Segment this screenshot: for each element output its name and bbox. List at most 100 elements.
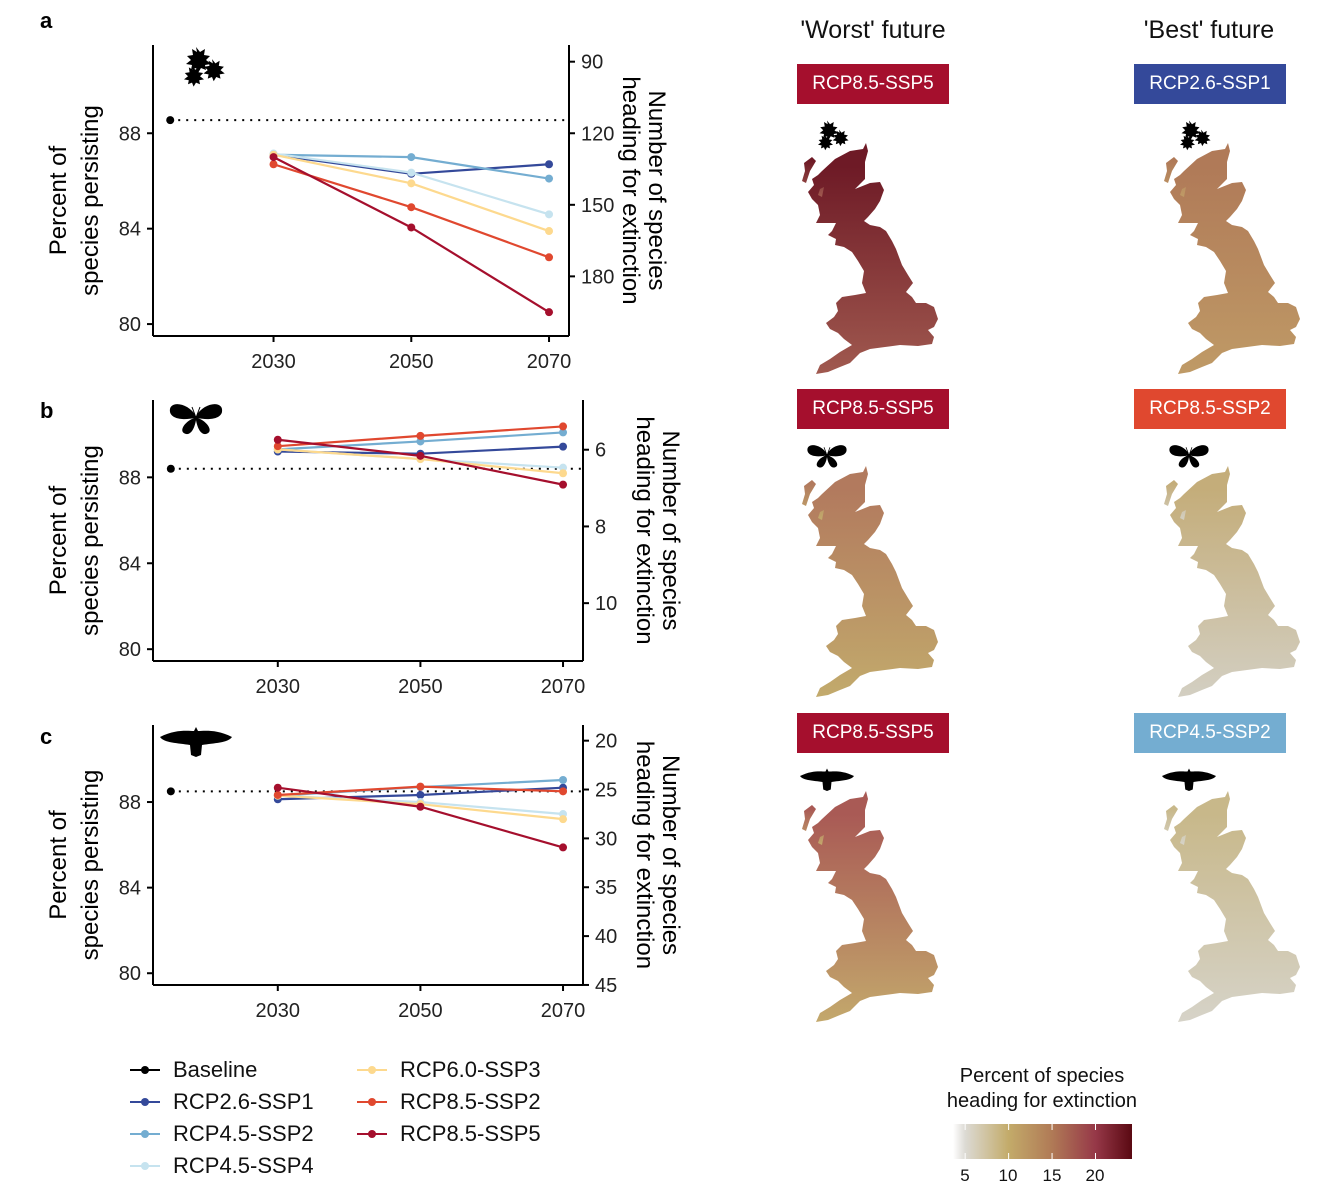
y-axis-title: Percent of: [45, 485, 72, 595]
panel-label: b: [40, 398, 53, 423]
great-britain-map: [1170, 143, 1300, 374]
legend-label: RCP4.5-SSP4: [173, 1153, 314, 1178]
bird-icon: [1162, 768, 1216, 791]
baseline-point: [166, 787, 175, 796]
data-point: [559, 775, 568, 784]
colorbar-title: Percent of species heading for extinctio…: [920, 1064, 1164, 1114]
worst-scenario-badge-c: RCP8.5-SSP5: [797, 713, 949, 753]
x-tick-label: 2070: [527, 351, 572, 373]
y-axis-title: Percent of: [45, 810, 72, 920]
data-point: [545, 160, 554, 169]
data-point: [273, 783, 282, 792]
legend-key: [130, 1088, 160, 1116]
great-britain-map: [1170, 466, 1300, 697]
y-tick-label: 84: [119, 219, 141, 241]
islands-map: [802, 480, 824, 520]
data-point: [545, 174, 554, 183]
series-rcp8-5-ssp2: [273, 782, 568, 799]
x-tick-label: 2050: [398, 1000, 443, 1022]
best-scenario-badge-c: RCP4.5-SSP2: [1134, 713, 1286, 753]
x-tick-label: 2050: [389, 351, 434, 373]
islands-map: [1164, 805, 1186, 845]
data-point: [416, 437, 425, 446]
legend-label: RCP8.5-SSP5: [400, 1121, 541, 1146]
uk-map-a-worst: [802, 120, 938, 374]
uk-map-b-worst: [802, 445, 938, 697]
great-britain-map: [808, 791, 938, 1022]
y-axis-title: species persisting: [77, 445, 104, 636]
legend-key: [130, 1120, 160, 1148]
data-point: [416, 802, 425, 811]
series-rcp8-5-ssp2: [273, 422, 568, 451]
bird-shape: [1162, 768, 1216, 791]
y-right-tick-label: 8: [595, 516, 606, 538]
worst-future-title: 'Worst' future: [800, 16, 946, 44]
uk-map-b-best: [1164, 445, 1300, 697]
uk-map-a-best: [1164, 120, 1300, 374]
data-point: [545, 210, 554, 219]
legend-item-baseline: Baseline: [130, 1056, 257, 1084]
best-scenario-badge-b: RCP8.5-SSP2: [1134, 389, 1286, 429]
islands-map: [802, 157, 824, 197]
data-point: [416, 782, 425, 791]
worst-scenario-badge-a: RCP8.5-SSP5: [797, 64, 949, 104]
legend-label: RCP8.5-SSP2: [400, 1089, 541, 1114]
great-britain-map: [808, 143, 938, 374]
y-tick-label: 84: [119, 553, 141, 575]
data-point: [559, 428, 568, 437]
data-point: [407, 168, 416, 177]
colorbar-tick-label: 5: [960, 1166, 970, 1185]
panel-c: c 80 84 88 20 25 30 35 40 45 2030 2050 2070 Percent o…: [40, 724, 684, 1022]
data-point: [559, 843, 568, 852]
data-point: [559, 787, 568, 796]
leaf-shape: [818, 134, 833, 151]
data-point: [407, 179, 416, 188]
butterfly-antennae: [823, 447, 831, 454]
legend-item-rcp85-ssp2: RCP8.5-SSP2: [357, 1088, 541, 1116]
islands-map: [802, 805, 824, 845]
legend-label: RCP2.6-SSP1: [173, 1089, 314, 1114]
y-right-axis-title: Number of species: [643, 90, 670, 290]
y-right-tick-label: 30: [595, 828, 617, 850]
y-axis-title: species persisting: [77, 770, 104, 961]
legend-item-rcp26-ssp1: RCP2.6-SSP1: [130, 1088, 314, 1116]
colorbar-title-line: Percent of species: [959, 1065, 1125, 1087]
baseline-point: [166, 116, 175, 125]
data-point: [273, 442, 282, 451]
series-rcp8-5-ssp2: [269, 160, 554, 262]
leaf-shape: [832, 129, 849, 147]
series-rcp8-5-ssp5: [269, 153, 554, 317]
colorbar-tick-label: 10: [998, 1166, 1018, 1185]
y-tick-label: 80: [119, 639, 141, 661]
y-right-tick-label: 35: [595, 877, 617, 899]
legend-label: RCP6.0-SSP3: [400, 1057, 541, 1082]
y-right-axis-title: heading for extinction: [631, 416, 658, 644]
y-tick-label: 80: [119, 314, 141, 336]
y-right-tick-label: 40: [595, 926, 617, 948]
data-point: [407, 223, 416, 232]
data-point: [559, 815, 568, 824]
x-tick-label: 2030: [251, 351, 296, 373]
y-right-tick-label: 10: [595, 593, 617, 615]
y-right-tick-label: 120: [581, 123, 614, 145]
baseline-point: [166, 464, 175, 473]
islands-map: [1164, 157, 1186, 197]
y-tick-label: 84: [119, 878, 141, 900]
legend-label: Baseline: [173, 1057, 258, 1082]
y-right-tick-label: 150: [581, 195, 614, 217]
bird-icon: [800, 768, 854, 791]
data-point: [273, 790, 282, 799]
data-point: [416, 790, 425, 799]
y-right-tick-label: 180: [581, 266, 614, 288]
y-right-axis-title: heading for extinction: [631, 741, 658, 969]
leaf-shape: [1180, 134, 1195, 151]
data-point: [545, 253, 554, 262]
y-right-tick-label: 45: [595, 975, 617, 997]
best-future-title: 'Best' future: [1143, 16, 1275, 44]
legend-key: [357, 1120, 387, 1148]
y-right-tick-label: 90: [581, 52, 603, 74]
y-right-tick-label: 20: [595, 731, 617, 753]
data-point: [407, 153, 416, 162]
worst-scenario-badge-b: RCP8.5-SSP5: [797, 389, 949, 429]
